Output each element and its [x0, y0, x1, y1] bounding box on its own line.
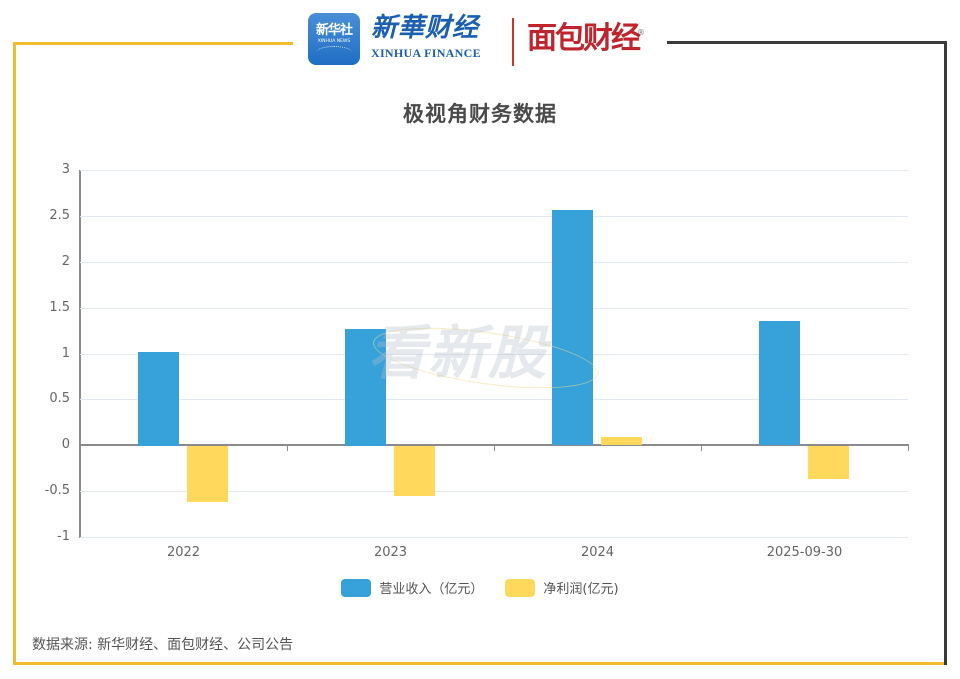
legend-swatch-revenue — [341, 578, 372, 597]
bar-net-profit[interactable] — [394, 446, 435, 496]
bar-revenue[interactable] — [138, 352, 179, 446]
gridline — [80, 399, 908, 400]
x-tick-mark — [908, 445, 909, 451]
legend-item-net-profit[interactable]: 净利润(亿元) — [505, 578, 619, 597]
y-tick-label: -0.5 — [44, 483, 70, 498]
frame-border-right — [944, 41, 947, 665]
y-tick-label: 2.5 — [49, 208, 70, 223]
gridline — [80, 216, 908, 217]
bar-net-profit[interactable] — [187, 446, 228, 502]
gridline — [80, 354, 908, 355]
mianbao-logo-text: 面包财经 — [527, 21, 641, 56]
x-tick-label: 2022 — [166, 545, 201, 560]
frame-border-left — [13, 42, 16, 664]
xinhua-finance-en: XINHUA FINANCE — [371, 46, 481, 60]
x-tick-mark — [701, 445, 702, 451]
gridline — [80, 170, 908, 171]
gridline — [80, 308, 908, 309]
data-source-note: 数据来源: 新华财经、面包财经、公司公告 — [32, 637, 294, 653]
y-tick-label: 1.5 — [49, 300, 70, 315]
bar-net-profit[interactable] — [601, 437, 642, 445]
y-tick-label: 0.5 — [49, 391, 70, 406]
watermark: 看新股 — [368, 319, 549, 387]
legend-label-revenue: 营业收入（亿元） — [379, 582, 484, 597]
xinhua-finance-cn: 新華财经 — [371, 13, 480, 43]
gridline — [80, 537, 908, 538]
gridline — [80, 262, 908, 263]
bar-net-profit[interactable] — [808, 446, 849, 479]
x-tick-mark — [494, 445, 495, 451]
y-tick-label: -1 — [57, 529, 70, 544]
chart-title: 极视角财务数据 — [403, 102, 557, 126]
xinhua-finance-logo: 新華财经 XINHUA FINANCE — [371, 12, 491, 61]
frame-border-top-left — [13, 42, 293, 45]
frame-border-top-right — [667, 41, 947, 44]
chart-legend: 营业收入（亿元） 净利润(亿元) — [0, 578, 960, 597]
legend-swatch-net-profit — [505, 578, 536, 597]
y-tick-label: 0 — [61, 437, 70, 452]
y-tick-label: 2 — [61, 254, 70, 269]
xinhua-icon-en: XINHUA NEWS — [317, 39, 351, 44]
xinhua-news-logo-icon: 新华社 XINHUA NEWS — [308, 13, 360, 65]
frame-border-bottom — [13, 662, 946, 665]
registered-mark: ® — [637, 28, 645, 37]
x-tick-mark — [80, 445, 81, 451]
logo-divider — [512, 18, 514, 66]
legend-label-net-profit: 净利润(亿元) — [543, 582, 619, 597]
gridline — [80, 491, 908, 492]
y-tick-label: 3 — [61, 162, 70, 177]
mianbao-finance-logo: 面包财经 ® — [527, 21, 645, 56]
x-tick-label: 2025-09-30 — [766, 545, 843, 560]
x-tick-label: 2023 — [373, 545, 408, 560]
bar-revenue[interactable] — [759, 321, 800, 445]
x-tick-label: 2024 — [580, 545, 615, 560]
y-tick-label: 1 — [61, 346, 70, 361]
bar-revenue[interactable] — [345, 329, 386, 446]
network-dots-icon — [316, 46, 352, 59]
header-logos: 新华社 XINHUA NEWS 新華财经 XINHUA FINANCE 面包财经… — [305, 8, 665, 68]
xinhua-icon-cn: 新华社 — [315, 23, 353, 38]
bar-revenue[interactable] — [552, 210, 593, 445]
legend-item-revenue[interactable]: 营业收入（亿元） — [341, 578, 483, 597]
x-tick-mark — [287, 445, 288, 451]
